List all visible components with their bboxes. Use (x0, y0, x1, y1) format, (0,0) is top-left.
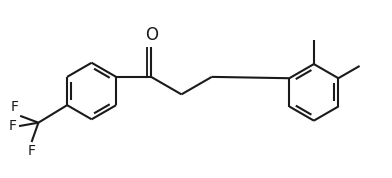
Text: O: O (145, 26, 158, 44)
Text: F: F (10, 101, 18, 114)
Text: F: F (9, 119, 17, 133)
Text: F: F (27, 144, 36, 158)
